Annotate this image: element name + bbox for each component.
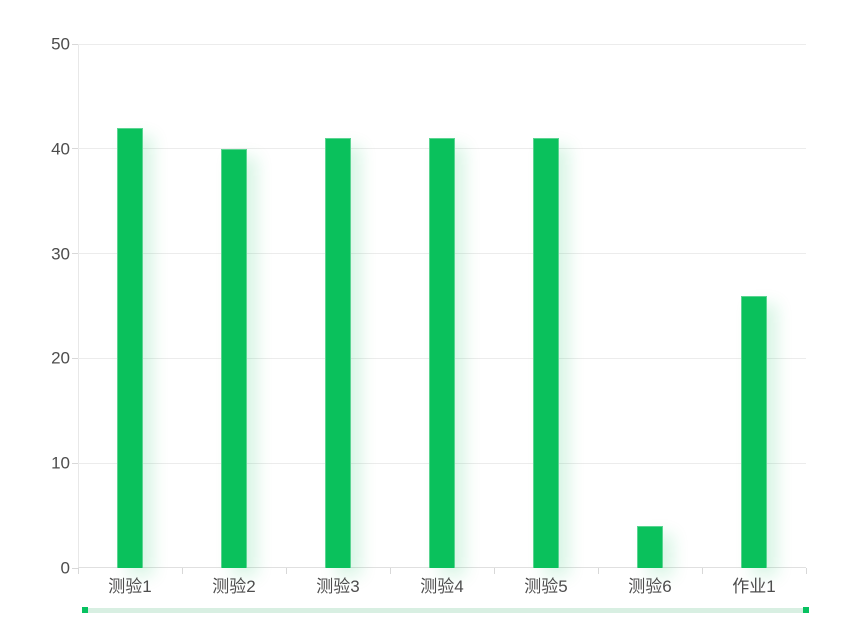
y-axis-tick-label: 30 — [51, 244, 70, 264]
x-axis-tick — [285, 568, 287, 574]
y-axis-tick-label: 0 — [60, 558, 70, 578]
y-axis-tick — [72, 148, 78, 150]
x-axis-tick — [805, 568, 807, 574]
bar[interactable] — [637, 526, 663, 568]
bar[interactable] — [221, 148, 247, 568]
y-axis-line — [78, 44, 79, 568]
bar[interactable] — [117, 127, 143, 568]
y-axis-tick-label: 10 — [51, 453, 70, 473]
y-axis-tick — [72, 253, 78, 255]
y-axis-tick — [72, 462, 78, 464]
x-axis-tick — [597, 568, 599, 574]
x-axis-tick — [181, 568, 183, 574]
y-axis-tick-label: 40 — [51, 139, 70, 159]
y-axis-tick — [72, 567, 78, 569]
y-axis-tick — [72, 43, 78, 45]
x-axis-tick-label: 作业1 — [732, 577, 776, 596]
y-axis-tick-label: 50 — [51, 34, 70, 54]
x-axis-tick — [77, 568, 79, 574]
x-axis-tick — [493, 568, 495, 574]
x-axis-tick — [701, 568, 703, 574]
datazoom-slider-track[interactable] — [83, 608, 809, 613]
y-axis-tick-label: 20 — [51, 348, 70, 368]
x-axis-tick-label: 测验3 — [316, 577, 360, 596]
datazoom-handle-left[interactable] — [82, 607, 88, 613]
bar[interactable] — [533, 138, 559, 568]
bar[interactable] — [429, 138, 455, 568]
x-axis-tick-label: 测验1 — [108, 577, 152, 596]
gridline — [78, 43, 806, 45]
x-axis-tick-label: 测验5 — [524, 577, 568, 596]
x-axis-tick — [389, 568, 391, 574]
datazoom-handle-right[interactable] — [803, 607, 809, 613]
x-axis-tick-label: 测验2 — [212, 577, 256, 596]
x-axis-tick-label: 测验6 — [628, 577, 672, 596]
y-axis-tick — [72, 357, 78, 359]
bar[interactable] — [741, 295, 767, 568]
x-axis-tick-label: 测验4 — [420, 577, 464, 596]
bar[interactable] — [325, 138, 351, 568]
